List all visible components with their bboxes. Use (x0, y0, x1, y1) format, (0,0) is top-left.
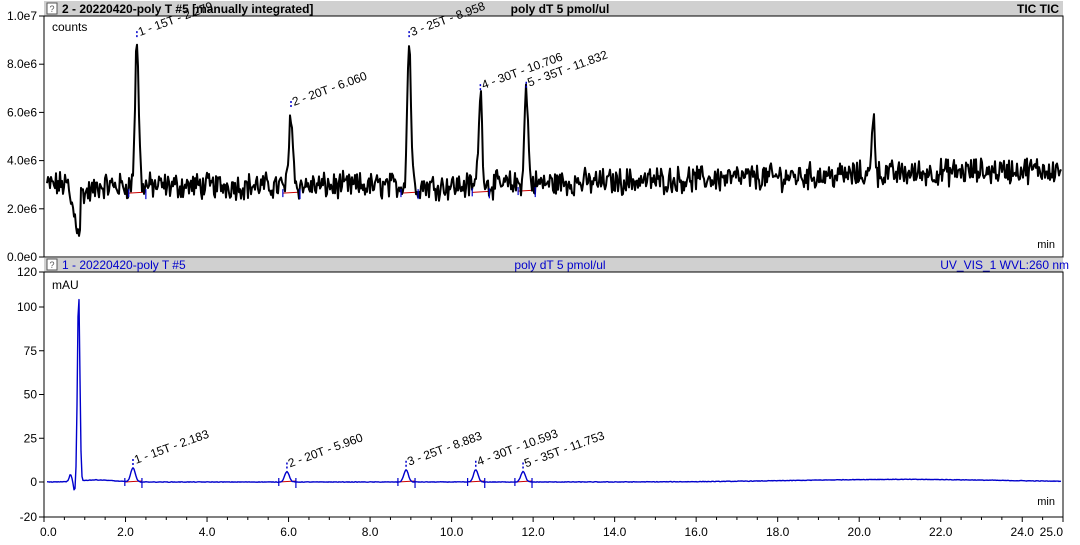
tic-y-axis: 0.0e0 2.0e6 4.0e6 6.0e6 8.0e6 1.0e7 (7, 9, 44, 264)
x-tick-label: 2.0 (117, 525, 134, 539)
tic-header-title: 2 - 20220420-poly T #5 [manually integra… (62, 2, 313, 16)
x-axis: 0.0 2.0 4.0 6.0 8.0 10.0 12.0 14.0 16.0 18.0 20.0 2… (40, 517, 1064, 539)
uv-y-tick-label: 100 (17, 300, 37, 314)
tic-plot-frame (43, 15, 1064, 258)
uv-peak-labels: 1 - 15T - 2.183 2 - 20T - 5.960 3 - 25T - … (132, 426, 606, 470)
uv-y-tick-label: 75 (24, 344, 38, 358)
x-tick-label: 0.0 (40, 525, 57, 539)
uv-y-tick-label: -20 (20, 510, 38, 524)
uv-header-icon: ? (46, 258, 58, 271)
x-tick-label: 6.0 (280, 525, 297, 539)
uv-header-sample: poly dT 5 pmol/ul (514, 258, 605, 272)
x-tick-label: 22.0 (929, 525, 953, 539)
uv-header-detector: UV_VIS_1 WVL:260 nm (940, 258, 1069, 272)
x-tick-label: 12.0 (521, 525, 545, 539)
uv-y-tick-label: 0 (30, 475, 37, 489)
tic-header-detector: TIC TIC (1017, 2, 1059, 16)
tic-y-tick-label: 4.0e6 (7, 154, 37, 168)
tic-peak-markers (128, 31, 536, 200)
x-tick-label: 18.0 (766, 525, 790, 539)
uv-header-title: 1 - 20220420-poly T #5 (62, 258, 186, 272)
tic-y-tick-label: 8.0e6 (7, 57, 37, 71)
tic-y-tick-label: 1.0e7 (7, 9, 37, 23)
uv-header-bar (44, 258, 1063, 272)
tic-header-bar (44, 1, 1063, 16)
x-tick-label: 10.0 (440, 525, 464, 539)
x-tick-label: 25.0 (1040, 525, 1064, 539)
uv-y-axis: -20 0 25 50 75 100 120 (17, 265, 44, 524)
uv-x-unit: min (1037, 496, 1055, 508)
uv-peak-label: 2 - 20T - 5.960 (286, 430, 365, 470)
uv-y-tick-label: 50 (24, 388, 38, 402)
svg-text:?: ? (49, 4, 54, 14)
tic-peak-baseline (472, 190, 490, 193)
tic-panel: ? 2 - 20220420-poly T #5 [manually integ… (7, 0, 1064, 264)
x-tick-label: 24.0 (1011, 525, 1035, 539)
uv-peak-label: 3 - 25T - 8.883 (405, 428, 484, 468)
tic-x-unit: min (1037, 239, 1055, 251)
x-tick-label: 20.0 (848, 525, 872, 539)
uv-y-tick-label: 120 (17, 265, 37, 279)
tic-peak-baseline (282, 191, 301, 194)
tic-y-tick-label: 6.0e6 (7, 105, 37, 119)
tic-header-icon: ? (46, 2, 58, 15)
tic-header-sample: poly dT 5 pmol/ul (511, 2, 610, 16)
x-tick-label: 4.0 (199, 525, 216, 539)
x-tick-label: 8.0 (362, 525, 379, 539)
uv-y-tick-label: 25 (24, 431, 38, 445)
svg-text:?: ? (49, 260, 54, 270)
tic-trace-line (46, 43, 1062, 237)
uv-panel: ? 1 - 20220420-poly T #5 poly dT 5 pmol/… (17, 258, 1069, 524)
tic-y-tick-label: 2.0e6 (7, 202, 37, 216)
x-tick-label: 14.0 (603, 525, 627, 539)
tic-y-unit: counts (52, 20, 87, 34)
uv-peak-label: 1 - 15T - 2.183 (132, 427, 211, 467)
tic-peak-label: 2 - 20T - 6.060 (290, 69, 369, 109)
uv-peak-markers (124, 459, 533, 488)
tic-y-tick-label: 0.0e0 (7, 250, 37, 264)
uv-trace-line (46, 298, 1062, 491)
x-tick-label: 16.0 (684, 525, 708, 539)
uv-y-unit: mAU (52, 278, 79, 292)
uv-plot-frame (43, 271, 1064, 518)
